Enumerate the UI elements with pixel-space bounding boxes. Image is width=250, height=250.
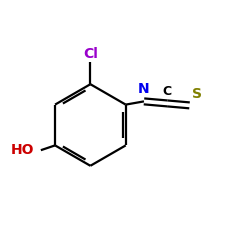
Text: N: N bbox=[138, 82, 150, 96]
Text: C: C bbox=[163, 85, 172, 98]
Text: S: S bbox=[192, 87, 202, 101]
Text: HO: HO bbox=[11, 143, 35, 157]
Text: Cl: Cl bbox=[83, 47, 98, 61]
